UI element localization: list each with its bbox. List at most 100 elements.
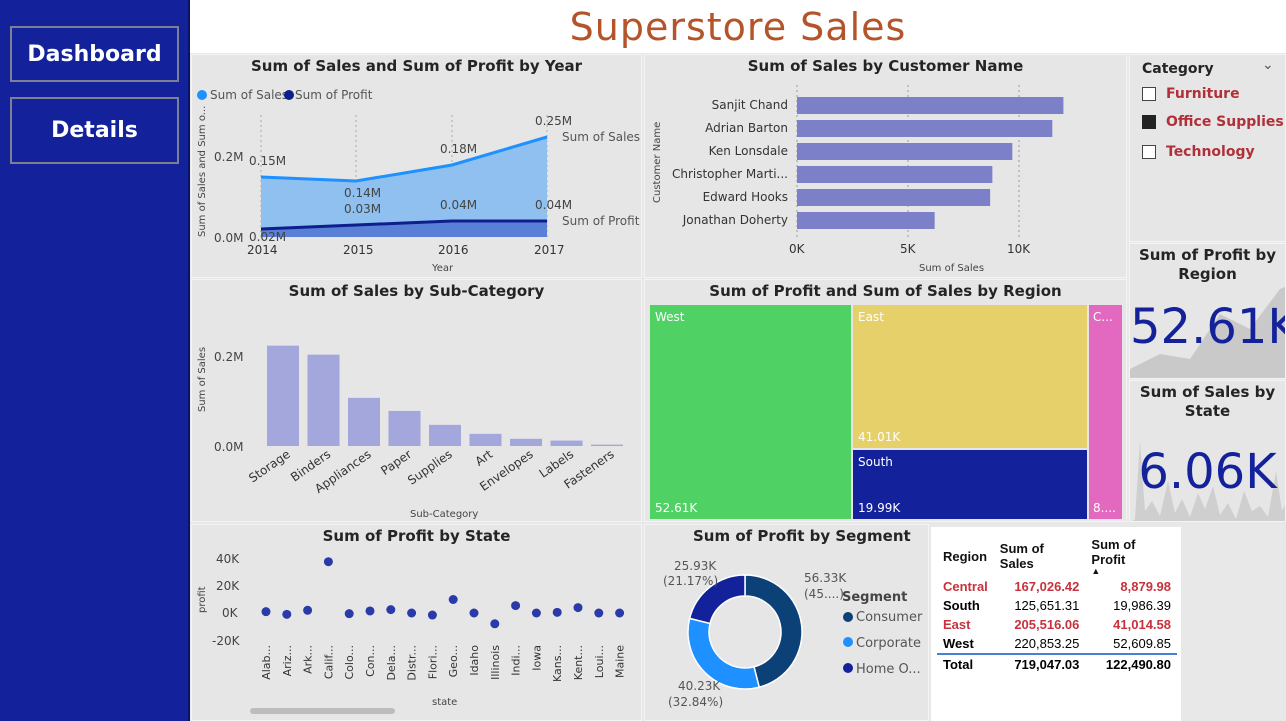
- sales-profit-by-year-chart[interactable]: Sum of Sales and Sum of Profit by Year S…: [191, 54, 642, 278]
- table-row[interactable]: South 125,651.31 19,986.39: [937, 596, 1177, 615]
- legend-marker: [843, 612, 853, 622]
- x-axis-label: state: [432, 697, 457, 708]
- sales-by-subcategory-chart[interactable]: Sum of Sales by Sub-Category Sum of Sale…: [191, 279, 642, 522]
- x-axis-label: Sum of Sales: [919, 263, 984, 274]
- sales-end-label: Sum of Sales: [562, 130, 640, 144]
- y-axis-label: Sum of Sales and Sum o...: [197, 106, 208, 237]
- profit-cell: 19,986.39: [1113, 598, 1171, 613]
- profit-end-label: Sum of Profit: [562, 214, 640, 228]
- data-point: [531, 608, 541, 618]
- x-tick: 10K: [1007, 242, 1031, 256]
- profit-by-segment-chart[interactable]: Sum of Profit by Segment 56.33K (45....)…: [644, 524, 929, 721]
- chart-title: Sum of Profit and Sum of Sales by Region: [709, 282, 1062, 300]
- category-option-technology[interactable]: Technology: [1142, 144, 1255, 160]
- category-label: Art: [473, 447, 496, 469]
- bar: [797, 120, 1053, 137]
- state-label: Geo...: [447, 645, 460, 677]
- profit-cell: 8,879.98: [1120, 579, 1171, 594]
- profit-sales-by-region-treemap[interactable]: Sum of Profit and Sum of Sales by Region…: [644, 279, 1127, 522]
- bar: [429, 424, 461, 446]
- chevron-down-icon[interactable]: ⌄: [1262, 57, 1274, 73]
- tile-label: West: [655, 310, 685, 324]
- data-point: [511, 601, 521, 611]
- chart-title: Sum of Sales by Customer Name: [747, 57, 1024, 75]
- table-row[interactable]: West 220,853.25 52,609.85: [937, 634, 1177, 654]
- y-tick: 0.2M: [214, 350, 243, 364]
- option-label: Office Supplies: [1166, 114, 1284, 130]
- data-point: [615, 608, 625, 618]
- sales-line: [260, 135, 548, 183]
- sales-data-label: 0.15M: [249, 154, 286, 168]
- y-axis-label: Customer Name: [652, 122, 663, 203]
- bar: [510, 438, 542, 446]
- data-point: [490, 619, 500, 629]
- donut-label: (45....): [804, 587, 844, 601]
- bar: [797, 212, 935, 229]
- sales-by-customer-chart[interactable]: Sum of Sales by Customer Name Customer N…: [644, 54, 1127, 278]
- bar: [469, 433, 502, 446]
- checkbox[interactable]: [1142, 145, 1156, 159]
- column-header[interactable]: Sum of Sales: [999, 541, 1044, 571]
- y-tick: 0K: [222, 606, 239, 620]
- y-tick: 0.0M: [214, 440, 243, 454]
- dashboard-nav-button[interactable]: Dashboard: [10, 26, 179, 82]
- sales-data-label: 0.25M: [535, 114, 572, 128]
- legend-sales-marker: [197, 90, 207, 100]
- horizontal-scrollbar[interactable]: [250, 708, 395, 714]
- tile-west[interactable]: West 52.61K: [650, 305, 851, 519]
- state-label: Ariz...: [281, 645, 294, 676]
- profit-cell: 41,014.58: [1113, 617, 1171, 632]
- category-label: Adrian Barton: [705, 121, 788, 135]
- x-axis-label: Sub-Category: [410, 509, 478, 520]
- details-nav-button[interactable]: Details: [10, 97, 179, 164]
- donut-label: (32.84%): [668, 695, 723, 709]
- legend-item[interactable]: Corporate: [856, 636, 921, 651]
- table: Region Sum of Sales Sum of Profit ▲ Centr…: [937, 535, 1177, 674]
- data-point: [344, 609, 354, 619]
- tile-label: East: [858, 310, 884, 324]
- table-row[interactable]: East 205,516.06 41,014.58: [937, 615, 1177, 634]
- category-option-furniture[interactable]: Furniture: [1142, 86, 1240, 102]
- checkbox[interactable]: [1142, 87, 1156, 101]
- legend-item[interactable]: Home O...: [856, 662, 921, 677]
- state-label: Illinois: [489, 645, 502, 680]
- sales-by-state-card[interactable]: Sum of Sales by State 6.06K: [1129, 380, 1286, 522]
- card-sparkline: [1130, 286, 1285, 378]
- card-title: Sum of Profit by Region: [1138, 246, 1277, 283]
- x-tick: 2016: [438, 243, 469, 257]
- legend-item[interactable]: Consumer: [856, 610, 923, 625]
- tile-central[interactable]: C... 8....: [1089, 305, 1122, 519]
- slicer-title: Category: [1142, 61, 1214, 77]
- region-matrix-table[interactable]: Region Sum of Sales Sum of Profit ▲ Centr…: [931, 527, 1181, 721]
- legend-profit-marker: [284, 90, 294, 100]
- option-label: Furniture: [1166, 86, 1240, 102]
- legend-marker: [843, 663, 853, 673]
- bar: [797, 97, 1064, 114]
- table-row[interactable]: Central 167,026.42 8,879.98: [937, 577, 1177, 596]
- column-header[interactable]: Region: [943, 548, 988, 564]
- data-point: [386, 605, 396, 615]
- profit-data-label: 0.03M: [344, 202, 381, 216]
- bar: [550, 440, 583, 446]
- state-label: Dela...: [385, 645, 398, 681]
- bar: [267, 345, 299, 446]
- category-option-office-supplies[interactable]: Office Supplies: [1142, 114, 1284, 130]
- sort-desc-icon[interactable]: ▲: [1091, 566, 1101, 576]
- card-title: Sum of Sales by State: [1139, 383, 1276, 420]
- x-tick: 2014: [247, 243, 278, 257]
- x-tick: 2015: [343, 243, 374, 257]
- data-point: [323, 557, 333, 567]
- donut-label: 25.93K: [674, 559, 717, 573]
- tile-south[interactable]: South 19.99K: [853, 450, 1087, 519]
- category-slicer[interactable]: Category ⌄ Furniture Office Supplies Tec…: [1129, 54, 1286, 242]
- region-cell: East: [943, 617, 971, 632]
- tile-value: 41.01K: [858, 430, 901, 444]
- tile-east[interactable]: East 41.01K: [853, 305, 1087, 448]
- column-header[interactable]: Sum of Profit ▲: [1085, 535, 1177, 577]
- profit-by-state-chart[interactable]: Sum of Profit by State profit 40K 20K 0K…: [191, 524, 642, 721]
- profit-by-region-card[interactable]: Sum of Profit by Region 52.61K: [1129, 243, 1286, 379]
- checkbox[interactable]: [1142, 115, 1156, 129]
- y-axis-label: Sum of Sales: [197, 347, 208, 412]
- state-label: Distr...: [406, 645, 419, 681]
- data-point: [469, 608, 479, 618]
